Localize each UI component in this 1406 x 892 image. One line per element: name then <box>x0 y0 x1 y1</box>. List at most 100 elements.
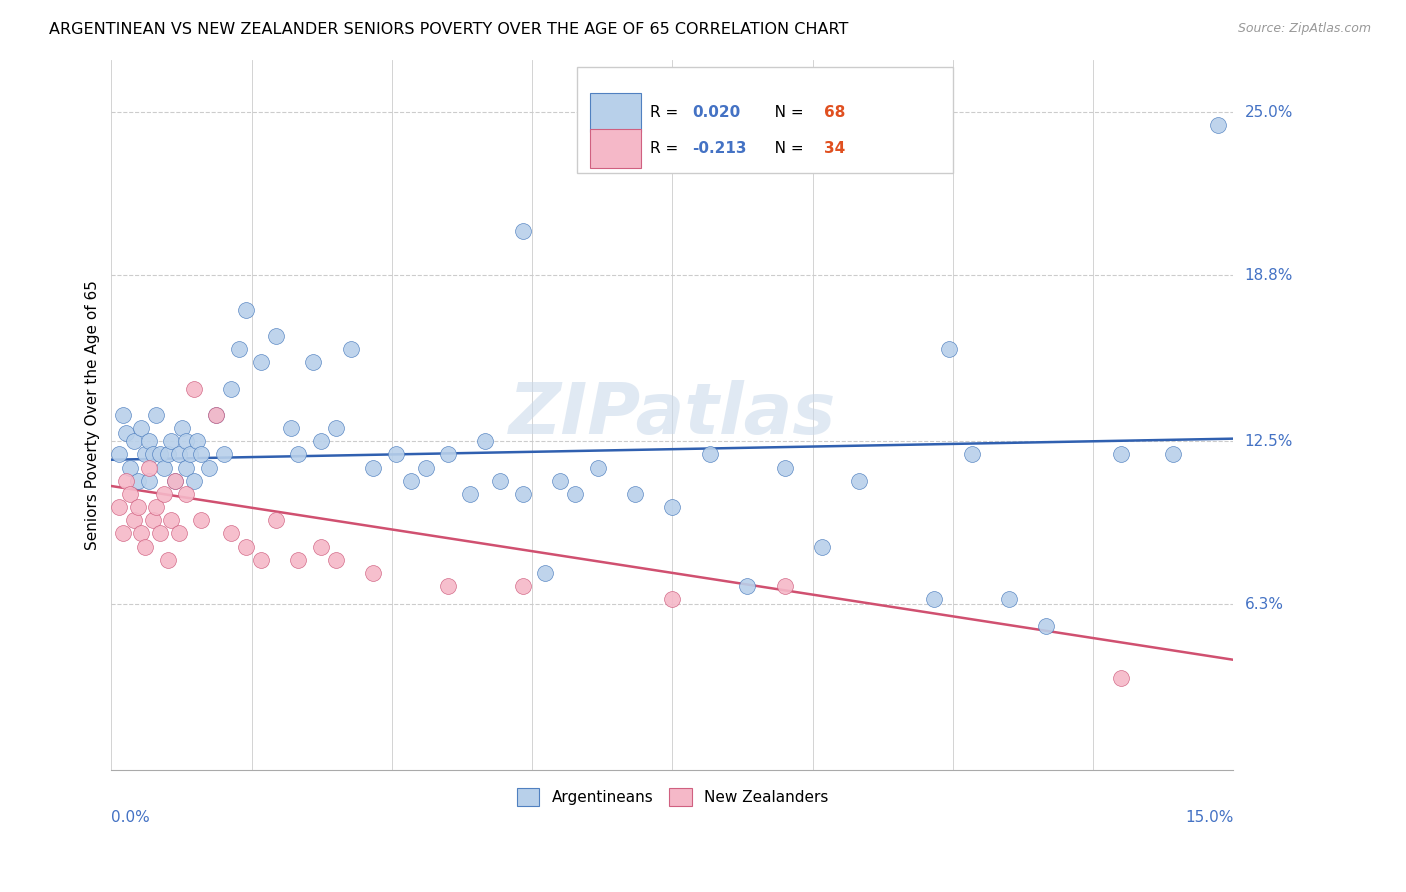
Point <box>141 513 163 527</box>
Point <box>219 526 242 541</box>
Point <box>219 382 242 396</box>
Text: 34: 34 <box>824 141 845 156</box>
Point <box>111 526 134 541</box>
Point <box>186 434 208 449</box>
Point <box>325 421 347 435</box>
Point <box>938 342 960 356</box>
Point <box>145 408 167 422</box>
Point <box>160 434 183 449</box>
Point <box>1109 447 1132 461</box>
Point <box>228 342 250 356</box>
Point <box>474 434 496 449</box>
Point <box>735 579 758 593</box>
Point <box>437 447 460 461</box>
Point <box>489 474 512 488</box>
Point <box>1208 119 1230 133</box>
Point <box>848 474 870 488</box>
Point <box>235 540 257 554</box>
FancyBboxPatch shape <box>591 129 641 168</box>
Point <box>212 447 235 461</box>
Point <box>167 526 190 541</box>
Point <box>122 434 145 449</box>
Point <box>960 447 983 461</box>
Point <box>149 447 172 461</box>
Point <box>250 355 273 369</box>
Point <box>131 421 153 435</box>
Point <box>174 434 197 449</box>
Text: R =: R = <box>650 105 683 120</box>
Point <box>156 447 179 461</box>
Point <box>120 487 142 501</box>
Point <box>183 382 205 396</box>
Text: 25.0%: 25.0% <box>1244 104 1294 120</box>
Point <box>339 342 361 356</box>
Point <box>699 447 721 461</box>
Point <box>138 460 160 475</box>
Point <box>548 474 571 488</box>
Point <box>115 426 138 441</box>
Legend: Argentineans, New Zealanders: Argentineans, New Zealanders <box>510 781 834 813</box>
Text: 6.3%: 6.3% <box>1244 597 1284 612</box>
Point <box>138 474 160 488</box>
Point <box>361 566 384 580</box>
Point <box>190 513 212 527</box>
Point <box>250 553 273 567</box>
Point <box>922 592 945 607</box>
Point <box>309 434 332 449</box>
Point <box>122 513 145 527</box>
Point <box>108 500 131 514</box>
Point <box>163 474 186 488</box>
Point <box>167 447 190 461</box>
Point <box>163 474 186 488</box>
Point <box>172 421 194 435</box>
Point <box>235 302 257 317</box>
Point <box>205 408 228 422</box>
Point <box>624 487 647 501</box>
Point <box>197 460 219 475</box>
Point <box>183 474 205 488</box>
Point <box>149 526 172 541</box>
Point <box>127 500 149 514</box>
Point <box>534 566 557 580</box>
Point <box>661 500 683 514</box>
Point <box>264 513 287 527</box>
Point <box>108 447 131 461</box>
Text: ZIPatlas: ZIPatlas <box>509 381 837 450</box>
Point <box>152 460 174 475</box>
Point <box>264 329 287 343</box>
Point <box>160 513 183 527</box>
Point <box>287 553 309 567</box>
Point <box>287 447 309 461</box>
Point <box>773 460 796 475</box>
Text: 0.020: 0.020 <box>693 105 741 120</box>
Point <box>127 474 149 488</box>
FancyBboxPatch shape <box>576 67 953 173</box>
Point <box>302 355 325 369</box>
Point <box>325 553 347 567</box>
Point <box>1109 671 1132 685</box>
Text: Source: ZipAtlas.com: Source: ZipAtlas.com <box>1237 22 1371 36</box>
Text: 18.8%: 18.8% <box>1244 268 1294 283</box>
Point <box>1163 447 1185 461</box>
Point <box>384 447 406 461</box>
Point <box>134 447 156 461</box>
Point <box>512 487 534 501</box>
Point <box>309 540 332 554</box>
Text: N =: N = <box>759 141 808 156</box>
Point <box>131 526 153 541</box>
Point <box>141 447 163 461</box>
Point <box>174 487 197 501</box>
Point <box>138 434 160 449</box>
Point <box>998 592 1021 607</box>
Text: N =: N = <box>759 105 808 120</box>
Point <box>205 408 228 422</box>
Point <box>179 447 201 461</box>
Point <box>120 460 142 475</box>
FancyBboxPatch shape <box>591 94 641 132</box>
Point <box>280 421 302 435</box>
Text: ARGENTINEAN VS NEW ZEALANDER SENIORS POVERTY OVER THE AGE OF 65 CORRELATION CHAR: ARGENTINEAN VS NEW ZEALANDER SENIORS POV… <box>49 22 849 37</box>
Point <box>773 579 796 593</box>
Point <box>134 540 156 554</box>
Point <box>190 447 212 461</box>
Text: 15.0%: 15.0% <box>1185 810 1233 825</box>
